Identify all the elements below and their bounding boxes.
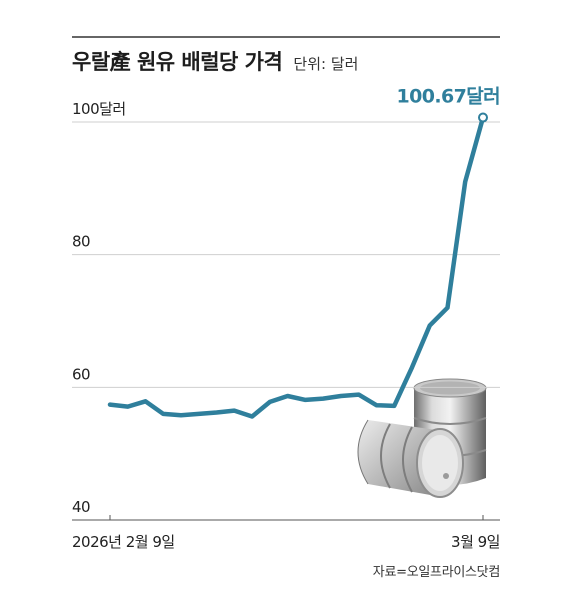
source-note: 자료=오일프라이스닷컴: [372, 565, 501, 580]
last-value-label: 100.67달러: [397, 86, 500, 108]
x-tick-label-end: 3월 9일: [451, 533, 500, 551]
data-points: [478, 112, 488, 123]
y-tick-label-80: 80: [72, 233, 90, 251]
oil-barrels-illustration: [357, 378, 487, 498]
x-tick-label-start: 2026년 2월 9일: [72, 533, 175, 551]
y-tick-labels: 100달러 80 60 40: [72, 100, 126, 516]
top-rule: [72, 36, 500, 38]
y-tick-label-100: 100달러: [72, 100, 126, 118]
x-ticks: [109, 515, 484, 520]
y-tick-label-60: 60: [72, 365, 90, 383]
gridlines: [72, 121, 500, 388]
lying-barrel: [357, 419, 464, 498]
end-point-marker: [478, 112, 488, 123]
price-line: [107, 115, 486, 419]
unit-label: 단위: 달러: [293, 55, 359, 73]
y-tick-label-40: 40: [72, 498, 90, 516]
chart-title: 우랄產 원유 배럴당 가격: [72, 50, 283, 74]
title-row: 우랄產 원유 배럴당 가격 단위: 달러: [72, 46, 358, 76]
